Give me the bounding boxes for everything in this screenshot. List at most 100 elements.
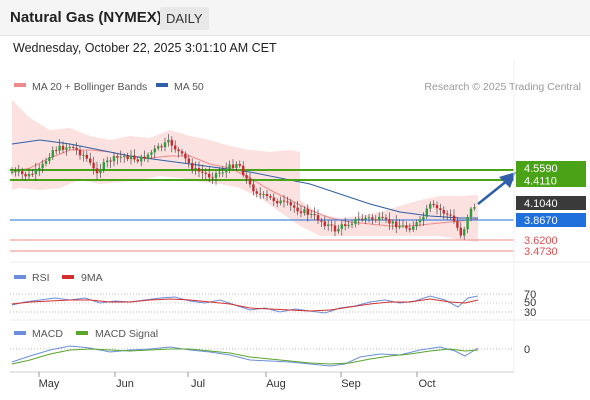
candle-body xyxy=(395,221,398,228)
candle-body xyxy=(262,194,265,196)
last-price-value: 4.1040 xyxy=(524,198,558,210)
candle-body xyxy=(126,156,129,160)
candle-body xyxy=(388,219,391,224)
candle-body xyxy=(75,147,78,150)
candle-body xyxy=(235,164,238,169)
candle-body xyxy=(384,217,388,220)
candle-body xyxy=(330,224,333,226)
candle-body xyxy=(191,162,194,170)
candle-body xyxy=(95,168,99,174)
candle-body xyxy=(265,194,269,197)
ma50-legend-label: MA 50 xyxy=(174,81,204,93)
candle-body xyxy=(255,191,258,194)
x-axis-label-may: May xyxy=(39,378,60,390)
macd-tick-zero: 0 xyxy=(524,344,530,356)
pivot-value: 3.8670 xyxy=(524,215,558,227)
candle-body xyxy=(463,229,466,236)
rsi-ma-legend-swatch xyxy=(62,275,74,279)
candle-body xyxy=(106,160,109,163)
candle-body xyxy=(214,173,218,178)
candle-body xyxy=(133,155,136,160)
candle-body xyxy=(340,224,343,229)
candle-body xyxy=(157,146,160,149)
candle-body xyxy=(197,167,201,172)
pivot-tag xyxy=(516,213,586,227)
resistance-2-value: 4.5590 xyxy=(524,163,558,175)
candle-body xyxy=(276,201,279,204)
rsi-tick-50: 50 xyxy=(524,297,536,309)
candle-body xyxy=(401,225,405,227)
candle-body xyxy=(422,216,425,220)
candle-body xyxy=(242,165,245,176)
candle-body xyxy=(89,158,92,163)
research-credit: Research © 2025 Trading Central xyxy=(424,81,581,93)
candle-body xyxy=(446,213,449,215)
rsi-ma-line xyxy=(11,298,479,312)
candle-body xyxy=(259,193,262,195)
candle-body xyxy=(469,208,473,218)
candle-body xyxy=(180,151,184,154)
candle-body xyxy=(391,221,394,224)
candle-body xyxy=(51,150,54,158)
candle-body xyxy=(85,154,88,159)
rsi-line xyxy=(11,295,479,314)
rsi-legend-swatch xyxy=(14,275,26,279)
candle-body xyxy=(153,148,156,153)
candle-body xyxy=(201,171,204,173)
candle-body xyxy=(208,173,211,178)
candle-body xyxy=(231,164,235,169)
candle-body xyxy=(163,142,167,148)
candle-body xyxy=(187,158,190,163)
candle-body xyxy=(17,171,20,173)
timeframe-badge[interactable]: DAILY xyxy=(160,7,209,30)
candle-body xyxy=(150,152,153,155)
ma50-line xyxy=(11,139,478,219)
candle-body xyxy=(313,213,316,216)
macd-signal-legend-label: MACD Signal xyxy=(95,328,158,340)
candlestick-series xyxy=(10,134,476,240)
candle-body xyxy=(174,145,177,150)
candle-body xyxy=(61,145,65,150)
candle-body xyxy=(228,164,231,169)
instrument-title: Natural Gas (NYMEX) xyxy=(10,9,162,26)
candle-body xyxy=(99,169,102,174)
candle-body xyxy=(466,217,469,230)
candle-body xyxy=(82,154,85,156)
candle-body xyxy=(333,225,337,232)
macd-signal-line xyxy=(11,348,479,365)
candle-body xyxy=(473,207,476,209)
macd-legend-label: MACD xyxy=(32,328,63,340)
candle-body xyxy=(378,216,381,221)
candle-body xyxy=(374,219,377,221)
candle-body xyxy=(143,156,146,159)
candle-body xyxy=(293,205,296,208)
candle-body xyxy=(452,215,456,222)
candle-body xyxy=(357,218,360,220)
candle-body xyxy=(10,171,14,173)
x-axis-label-aug: Aug xyxy=(266,378,286,390)
candle-body xyxy=(55,150,58,152)
candle-body xyxy=(425,208,428,217)
candle-body xyxy=(194,167,197,170)
ma20-legend-swatch xyxy=(14,83,26,87)
candle-body xyxy=(48,157,51,162)
candle-body xyxy=(344,224,347,227)
candle-body xyxy=(459,227,462,236)
candle-body xyxy=(456,221,459,228)
x-axis-label-oct: Oct xyxy=(418,378,435,390)
candle-body xyxy=(320,220,323,222)
candle-body xyxy=(412,226,415,230)
candle-body xyxy=(306,209,309,215)
candle-body xyxy=(272,197,275,202)
candle-body xyxy=(350,223,354,225)
candle-body xyxy=(44,161,48,164)
candle-body xyxy=(170,139,173,146)
candle-body xyxy=(14,171,17,173)
candle-body xyxy=(41,163,44,169)
candle-body xyxy=(21,171,24,175)
candle-body xyxy=(354,219,357,224)
resistance-2-tag xyxy=(516,161,586,175)
candle-body xyxy=(252,184,255,192)
